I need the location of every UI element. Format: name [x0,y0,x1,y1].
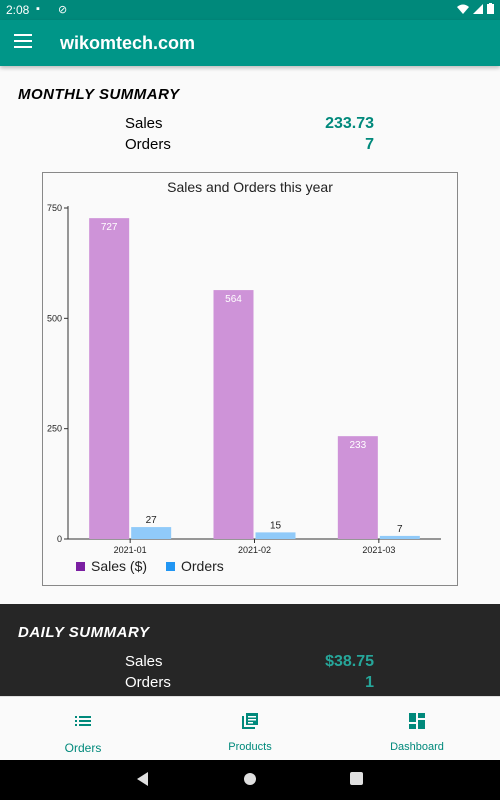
bar-orders [131,527,172,539]
bar-sales [337,436,378,539]
status-time: 2:08 [6,3,30,17]
nav-products[interactable]: Products [167,697,333,761]
sync-icon: ⊘ [58,4,68,16]
x-tick-label: 2021-01 [114,545,147,555]
y-tick-label: 500 [47,313,62,323]
nav-products-label: Products [228,741,272,753]
legend-swatch-orders [166,562,175,571]
bar-sales [213,290,254,539]
library-icon [242,713,258,729]
y-tick-label: 750 [47,203,62,213]
data-label-orders: 15 [270,520,282,531]
status-icons [457,3,494,14]
sales-orders-chart: Sales and Orders this year 0 250 500 750 2021… [42,172,458,586]
battery-icon [487,3,494,14]
list-icon [75,716,91,726]
nav-orders-label: Orders [64,741,102,755]
monthly-summary-title: MONTHLY SUMMARY [18,86,180,103]
x-tick-label: 2021-02 [238,545,271,555]
chart-title: Sales and Orders this year [167,179,333,195]
bar-orders [379,535,420,539]
home-icon[interactable] [243,772,257,786]
daily-sales-label: Sales [125,653,163,670]
monthly-sales-label: Sales [125,115,163,132]
legend-label-orders: Orders [181,558,224,574]
daily-orders-value: 1 [365,674,374,691]
bar-orders [255,532,296,539]
daily-orders-label: Orders [125,674,171,691]
app-title: wikomtech.com [60,33,196,53]
legend-swatch-sales [76,562,85,571]
monthly-sales-value: 233.73 [325,115,374,132]
legend-label-sales: Sales ($) [91,558,147,574]
data-label-sales: 727 [101,222,118,233]
dashboard-icon [409,713,425,729]
recents-icon[interactable] [350,772,363,785]
monthly-orders-label: Orders [125,136,171,153]
bar-sales [89,218,130,539]
daily-sales-value: $38.75 [325,653,374,670]
wifi-icon [457,4,469,14]
daily-summary-section: DAILY SUMMARY Sales $38.75 Orders 1 [0,604,500,696]
menu-icon[interactable] [14,34,32,48]
data-label-sales: 233 [349,440,366,451]
data-label-sales: 564 [225,294,242,305]
signal-icon [473,3,483,14]
y-tick-label: 0 [57,534,62,544]
data-label-orders: 27 [146,515,158,526]
nav-orders[interactable]: Orders [0,697,166,761]
back-icon[interactable] [136,772,150,786]
data-label-orders: 7 [397,524,403,535]
status-bar: 2:08 ▪ ⊘ [0,0,500,20]
bottom-nav: Orders Products Dashboard [0,696,500,760]
notification-icon: ▪ [36,3,40,15]
chart-svg: Sales and Orders this year 0 250 500 750 2021… [47,179,441,574]
daily-summary-title: DAILY SUMMARY [18,624,150,641]
nav-dashboard-label: Dashboard [390,741,444,753]
nav-dashboard[interactable]: Dashboard [334,697,500,761]
system-nav-bar [0,760,500,800]
x-tick-label: 2021-03 [362,545,395,555]
app-bar: wikomtech.com [0,20,500,66]
y-tick-label: 250 [47,424,62,434]
monthly-orders-value: 7 [365,136,374,153]
